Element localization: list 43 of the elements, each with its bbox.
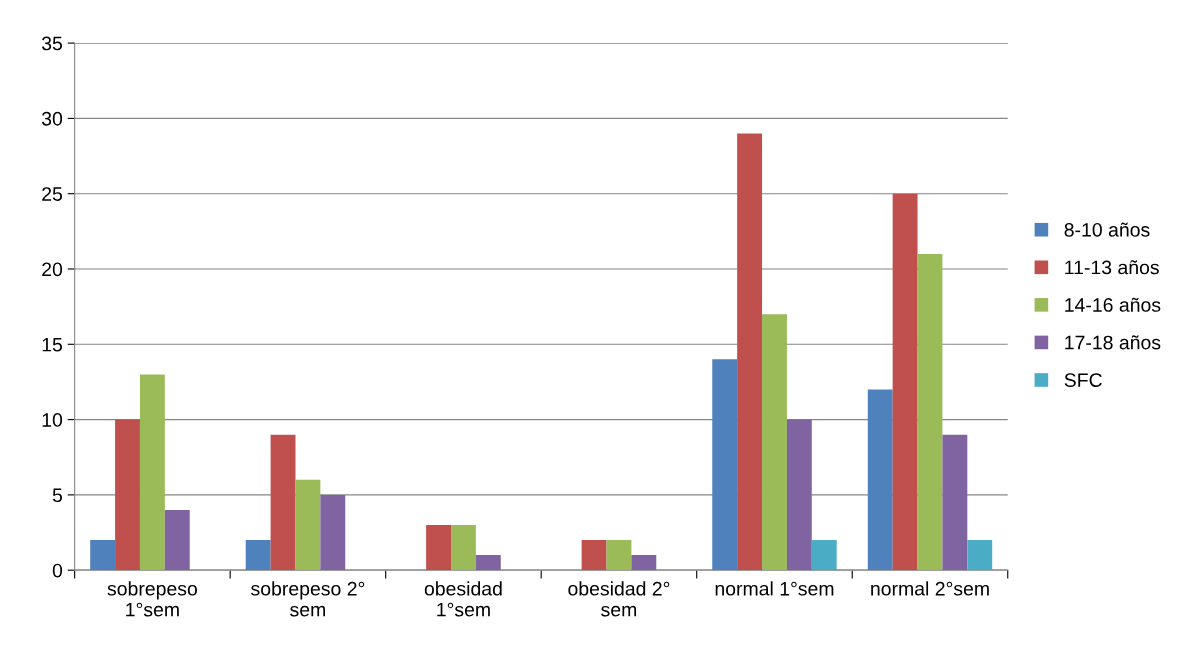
bar: [917, 253, 943, 571]
legend-label: 8-10 años: [1064, 222, 1150, 237]
bar: [811, 540, 837, 571]
bar: [90, 540, 116, 571]
bar: [139, 374, 165, 571]
bar: [762, 314, 787, 571]
bar: [270, 434, 296, 571]
bar: [786, 419, 812, 571]
y-tick-label: 35: [41, 36, 63, 51]
bar: [631, 555, 657, 571]
bar: [606, 540, 632, 571]
bar: [426, 525, 451, 571]
y-tick-label: 0: [52, 563, 63, 578]
bar: [581, 540, 607, 571]
x-tick-label: obesidad 2° sem: [568, 581, 670, 617]
x-tick-label: normal 2°sem: [871, 581, 989, 596]
legend-label: 11-13 años: [1065, 260, 1159, 275]
bar: [892, 193, 918, 571]
bar: [115, 419, 140, 571]
bar: [867, 389, 893, 571]
bar: [320, 494, 346, 571]
y-tick-label: 10: [42, 413, 63, 427]
y-tick-label: 20: [42, 262, 63, 277]
y-tick-label: 15: [42, 337, 63, 352]
bar: [737, 133, 763, 571]
x-tick-label: normal 1°sem: [715, 581, 834, 596]
y-tick-label: 25: [42, 187, 63, 201]
x-tick-label: sobrepeso 1°sem: [107, 581, 197, 617]
x-tick-label: obesidad 1°sem: [424, 581, 502, 617]
x-tick-label: sobrepeso 2° sem: [251, 581, 365, 617]
bar: [942, 434, 968, 571]
legend-label: 14-16 años: [1065, 297, 1161, 312]
bar: [164, 509, 190, 571]
y-tick-label: 5: [52, 488, 63, 503]
bar: [245, 540, 271, 571]
y-tick-label: 30: [41, 111, 63, 126]
bar: [295, 479, 321, 571]
bar: [967, 540, 993, 571]
bar: [712, 359, 738, 571]
legend-label: SFC: [1064, 373, 1102, 387]
bar: [475, 555, 501, 571]
legend-label: 17-18 años: [1065, 335, 1161, 350]
bar: [451, 525, 476, 571]
